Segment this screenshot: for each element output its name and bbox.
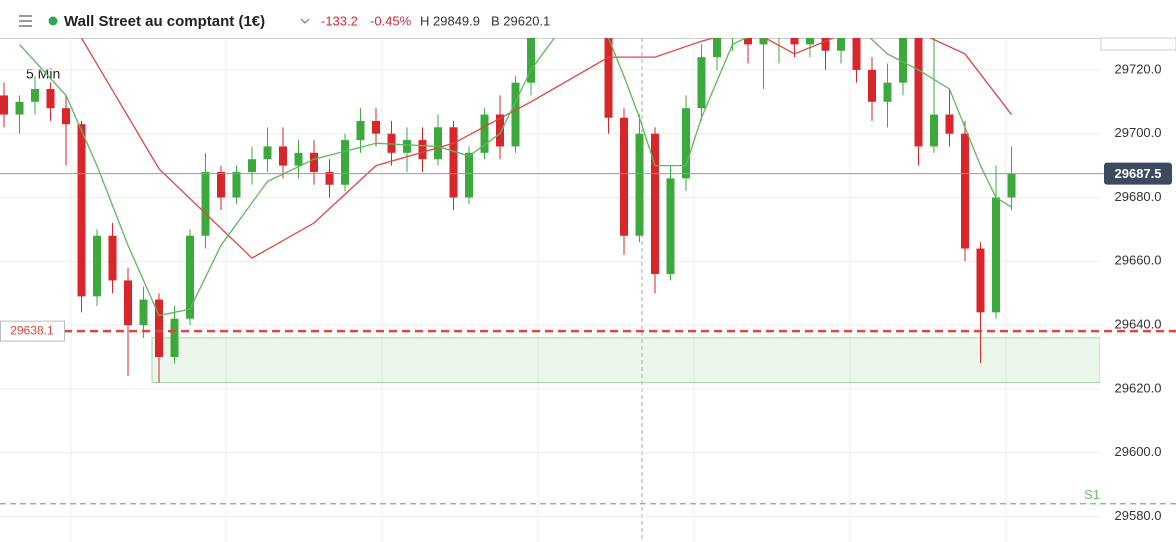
candle-body xyxy=(527,38,535,83)
dropdown-chevron[interactable] xyxy=(300,18,310,24)
candle-body xyxy=(744,38,752,45)
candle-body xyxy=(341,140,349,185)
candle-body xyxy=(186,235,194,319)
candle-body xyxy=(170,318,179,357)
candle-body xyxy=(852,38,861,70)
candle-body xyxy=(806,38,814,45)
candle-body xyxy=(883,82,892,102)
candle-body xyxy=(263,146,272,160)
y-tick-label: 29640.0 xyxy=(1115,317,1162,332)
candle-body xyxy=(294,152,303,166)
candle-body xyxy=(387,133,396,153)
alert-label-box xyxy=(0,320,65,342)
candle-body xyxy=(666,178,675,275)
last-price-box xyxy=(1104,162,1172,185)
candle-body xyxy=(465,152,473,198)
y-tick-label: 29660.0 xyxy=(1115,253,1162,268)
candle-body xyxy=(248,159,256,172)
candle-body xyxy=(449,127,458,198)
change: -133.2 xyxy=(321,13,358,28)
candle-body xyxy=(201,171,210,236)
time-grid xyxy=(70,38,1007,542)
status-dot xyxy=(48,16,58,26)
interval-label[interactable]: 5 Min xyxy=(26,66,60,82)
corner-box xyxy=(1100,37,1176,51)
header: Wall Street au comptant (1€) -133.2 -0.4… xyxy=(19,13,550,30)
y-tick-label: 29620.0 xyxy=(1115,380,1162,395)
candle-body xyxy=(729,25,737,31)
candle-body xyxy=(232,171,241,198)
candle-body xyxy=(697,57,706,109)
candle-body xyxy=(372,120,380,134)
candle-body xyxy=(914,38,923,147)
y-tick-label: 29580.0 xyxy=(1115,508,1162,523)
y-tick-label: 29600.0 xyxy=(1115,444,1162,459)
candle-body xyxy=(139,299,148,326)
candle-body xyxy=(77,124,86,297)
candle-body xyxy=(155,299,163,357)
candle-body xyxy=(434,127,442,160)
candle-body xyxy=(620,117,628,236)
candle-body xyxy=(790,38,799,45)
candle-body xyxy=(62,108,70,125)
support-label: S1 xyxy=(1084,487,1100,502)
high: H 29849.9 xyxy=(420,13,480,28)
candle-body xyxy=(1007,173,1016,198)
candle-body xyxy=(0,95,8,115)
candle-body xyxy=(310,152,318,172)
candle-body xyxy=(418,140,427,160)
candle-body xyxy=(604,38,613,118)
bid: B 29620.1 xyxy=(491,13,550,28)
candle-body xyxy=(759,38,768,45)
y-tick-label: 29720.0 xyxy=(1115,61,1162,76)
candle-body xyxy=(651,133,659,275)
candle-body xyxy=(899,38,907,83)
change-pct: -0.45% xyxy=(370,13,412,28)
y-tick-label: 29700.0 xyxy=(1115,125,1162,140)
candle-body xyxy=(46,89,55,109)
candle-body xyxy=(961,133,969,249)
candle-body xyxy=(713,38,721,58)
candle-body xyxy=(403,140,411,153)
candle-body xyxy=(31,89,39,102)
candle-body xyxy=(682,108,690,179)
candle-body xyxy=(108,235,117,281)
alert-label: 29638.1 xyxy=(10,323,54,337)
moving-average xyxy=(80,38,1013,259)
candle-body xyxy=(124,280,132,326)
candle-body xyxy=(511,82,520,147)
candle-body xyxy=(496,114,504,147)
candle-body xyxy=(325,171,334,185)
candle-body xyxy=(279,146,287,166)
candle-body xyxy=(868,69,876,102)
y-tick-label: 29680.0 xyxy=(1115,189,1162,204)
last-price-label: 29687.5 xyxy=(1115,166,1162,181)
candle-body xyxy=(356,120,365,141)
candle-body xyxy=(775,32,783,38)
candle-body xyxy=(558,0,566,6)
candle-body xyxy=(992,197,1000,313)
candle-body xyxy=(945,114,954,134)
menu-icon[interactable] xyxy=(19,15,32,27)
candle-body xyxy=(217,171,225,198)
candle-body xyxy=(837,38,845,51)
candle-body xyxy=(589,0,597,12)
instrument-name[interactable]: Wall Street au comptant (1€) xyxy=(64,13,265,30)
candle-body xyxy=(930,114,938,147)
candle-body xyxy=(821,38,830,51)
candle-body xyxy=(635,133,644,236)
candle-body xyxy=(480,114,489,153)
candle-body xyxy=(976,248,985,313)
zone xyxy=(151,337,1100,384)
moving-average xyxy=(19,38,1012,317)
candle-body xyxy=(93,235,101,297)
candle-body xyxy=(15,101,24,115)
plot-area xyxy=(0,0,1100,517)
